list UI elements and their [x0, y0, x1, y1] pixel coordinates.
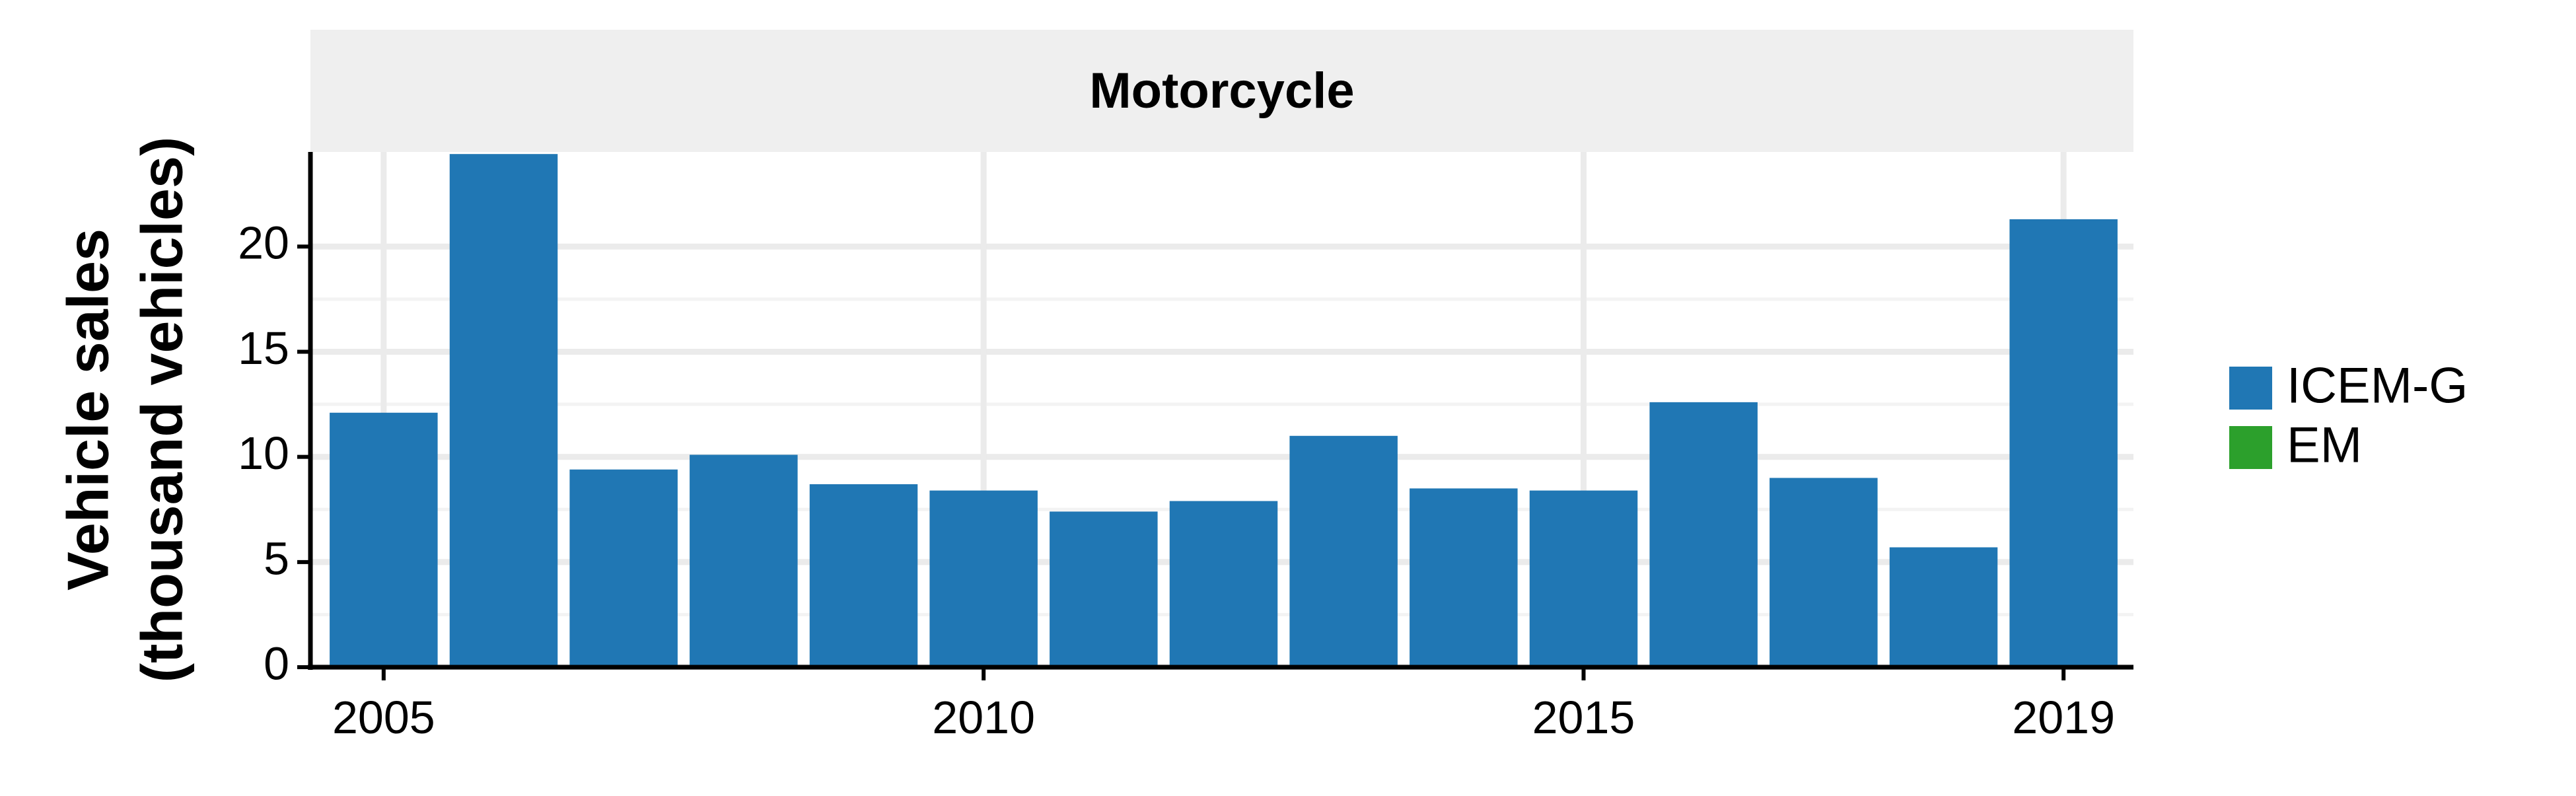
bar-icem-g-2019 [2009, 219, 2118, 667]
bar-icem-g-2015 [1529, 490, 1638, 667]
legend: ICEM-GEM [2229, 358, 2468, 474]
bar-icem-g-2016 [1649, 402, 1758, 667]
y-axis-title-line: (thousand vehicles) [129, 137, 194, 682]
axis-layer: 0 5 10 15 20 2005 2010 2015 2019 [238, 152, 2133, 743]
y-axis-title: Vehicle sales (thousand vehicles) [55, 137, 194, 682]
bar-icem-g-2013 [1289, 435, 1398, 667]
bar-icem-g-2008 [690, 454, 798, 667]
x-tick-label: 2019 [2012, 692, 2115, 743]
y-axis-title-line: Vehicle sales [55, 229, 120, 591]
bar-icem-g-2005 [330, 412, 438, 667]
panel-title: Motorcycle [1089, 63, 1354, 119]
y-tick-label: 0 [264, 637, 289, 689]
bar-icem-g-2007 [569, 469, 678, 667]
x-tick-label: 2005 [332, 692, 435, 743]
y-tick-label: 10 [238, 427, 289, 479]
panel-strip [310, 30, 2133, 152]
x-tick-label: 2015 [1532, 692, 1635, 743]
legend-key [2229, 367, 2272, 410]
y-tick-label: 20 [238, 217, 289, 269]
bar-icem-g-2006 [449, 154, 558, 668]
bar-icem-g-2014 [1410, 488, 1518, 667]
x-tick-label: 2010 [932, 692, 1035, 743]
bar-icem-g-2009 [809, 484, 918, 667]
bar-icem-g-2010 [929, 490, 1038, 667]
bar-icem-g-2011 [1050, 511, 1158, 667]
y-tick-label: 5 [264, 532, 289, 584]
legend-label: EM [2287, 417, 2362, 474]
bar-icem-g-2012 [1169, 501, 1278, 667]
bar-icem-g-2017 [1770, 478, 1878, 667]
bar-icem-g-2018 [1889, 547, 1998, 667]
legend-label: ICEM-G [2287, 358, 2468, 414]
y-tick-label: 15 [238, 322, 289, 374]
bar-layer [330, 154, 2118, 668]
legend-key [2229, 426, 2272, 469]
